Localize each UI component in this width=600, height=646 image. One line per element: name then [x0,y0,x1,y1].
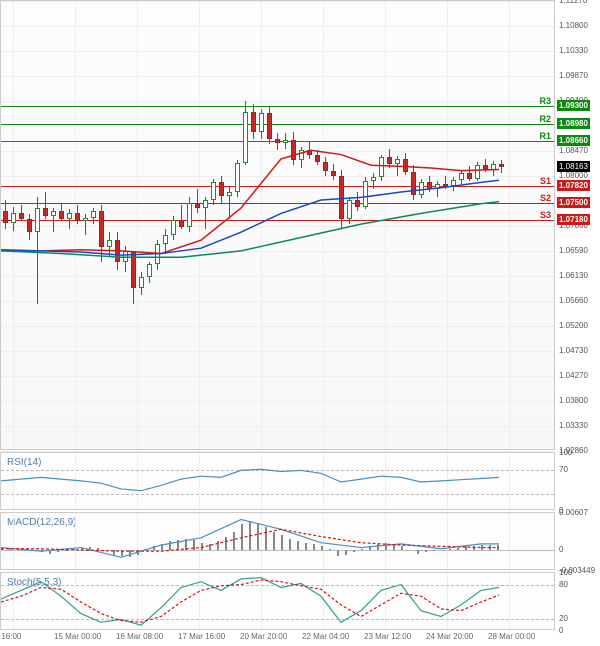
y-axis-price: 1.112701.108001.103301.098701.094001.089… [557,0,599,450]
y-axis-rsi: 070100 [557,452,599,510]
ma-blue [1,180,499,255]
rsi-panel[interactable]: RSI(14) [0,452,555,510]
price-panel[interactable]: R3R2R1S1S2S3 [0,0,555,450]
ma-green [1,202,499,258]
ma-red [1,150,499,253]
stoch-panel[interactable]: Stoch(5,5,3) [0,572,555,630]
current-price-tag: 1.08163 [557,161,590,172]
sr-price-s2: 1.07500 [557,197,590,208]
macd-panel[interactable]: MACD(12,26,9) [0,512,555,570]
sr-price-s1: 1.07820 [557,180,590,191]
sr-price-s3: 1.07180 [557,214,590,225]
sr-price-r2: 1.08980 [557,118,590,129]
x-axis: ar 16:0015 Mar 00:0016 Mar 08:0017 Mar 1… [0,632,555,646]
y-axis-stoch: 02080100 [557,572,599,630]
sr-price-r1: 1.08660 [557,135,590,146]
sr-price-r3: 1.09300 [557,100,590,111]
chart-root: R3R2R1S1S2S3 RSI(14) MACD(12,26,9) Stoch… [0,0,600,646]
y-axis-macd: 0.006070-0.003449 [557,512,599,570]
